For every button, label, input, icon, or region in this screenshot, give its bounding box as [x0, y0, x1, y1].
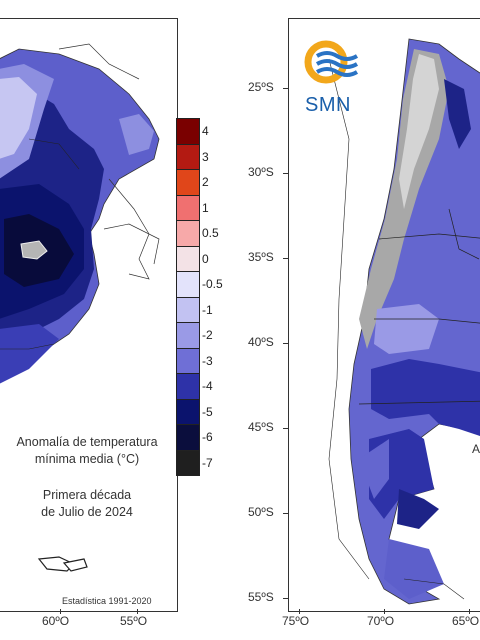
left-anomaly-map: [0, 18, 178, 612]
colorbar-label: 1: [202, 200, 209, 215]
colorbar-label: 0.5: [202, 226, 219, 240]
y-tick-mark: [283, 343, 288, 344]
right-map-graphic: [289, 19, 480, 611]
x-tick-65: 65ºO: [452, 614, 480, 628]
colorbar-label: -3: [202, 353, 213, 368]
x-tick-75: 75ºO: [282, 614, 310, 628]
y-tick-mark: [283, 513, 288, 514]
source-text: Estadística 1991-2020: [62, 596, 152, 606]
y-tick-label: 45ºS: [248, 420, 274, 434]
colorbar-swatch: [176, 347, 200, 374]
colorbar-label: -7: [202, 455, 213, 470]
colorbar-swatch: [176, 118, 200, 145]
colorbar-swatch: [176, 271, 200, 298]
smn-logo-icon: [304, 40, 359, 84]
y-tick-mark: [283, 598, 288, 599]
smn-logo: [303, 36, 367, 120]
colorbar-swatch: [176, 449, 200, 476]
colorbar-label: 4: [202, 124, 209, 138]
colorbar-swatch: [176, 169, 200, 196]
y-tick-label: 55ºS: [248, 590, 274, 604]
colorbar-label: -4: [202, 379, 213, 393]
x-tick-mark: [137, 609, 138, 614]
x-tick-55: 55ºO: [120, 614, 148, 628]
cut-off-label: A: [472, 442, 480, 456]
x-tick-mark: [299, 609, 300, 614]
x-tick-70: 70ºO: [367, 614, 395, 628]
x-tick-60: 60ºO: [42, 614, 70, 628]
right-anomaly-map: [288, 18, 480, 612]
period-line-1: Primera década: [42, 488, 132, 502]
colorbar-label: -0.5: [202, 277, 223, 291]
period-text: Primera década de Julio de 2024: [0, 487, 176, 521]
y-tick-mark: [283, 173, 288, 174]
smn-logo-text: SMN: [305, 94, 351, 116]
colorbar-swatch: [176, 245, 200, 272]
colorbar-swatch: [176, 194, 200, 221]
left-map-graphic: [0, 19, 177, 611]
y-tick-mark: [283, 88, 288, 89]
legend-title: Anomalía de temperatura mínima media (°C…: [0, 434, 176, 468]
y-tick-label: 30ºS: [248, 165, 274, 179]
colorbar-label: -5: [202, 404, 213, 419]
y-tick-label: 25ºS: [248, 80, 274, 94]
colorbar-swatch: [176, 373, 200, 400]
colorbar-swatch: [176, 398, 200, 425]
x-tick-mark: [60, 609, 61, 614]
colorbar-label: 3: [202, 149, 209, 164]
legend-title-line-2: mínima media (°C): [34, 452, 140, 466]
colorbar-label: -2: [202, 328, 213, 342]
y-tick-label: 50ºS: [248, 505, 274, 519]
y-tick-label: 35ºS: [248, 250, 274, 264]
legend-title-line-1: Anomalía de temperatura: [16, 435, 158, 449]
x-tick-mark: [384, 609, 385, 614]
colorbar-label: -6: [202, 430, 213, 444]
colorbar-swatch: [176, 424, 200, 451]
colorbar-label: -1: [202, 302, 213, 317]
colorbar-swatch: [176, 296, 200, 323]
colorbar-swatch: [176, 322, 200, 349]
colorbar-label: 2: [202, 175, 209, 189]
x-tick-mark: [469, 609, 470, 614]
colorbar-label: 0: [202, 251, 209, 266]
period-line-2: de Julio de 2024: [41, 505, 133, 519]
y-tick-mark: [283, 258, 288, 259]
y-tick-mark: [283, 428, 288, 429]
colorbar-swatch: [176, 143, 200, 170]
y-tick-label: 40ºS: [248, 335, 274, 349]
colorbar-swatch: [176, 220, 200, 247]
